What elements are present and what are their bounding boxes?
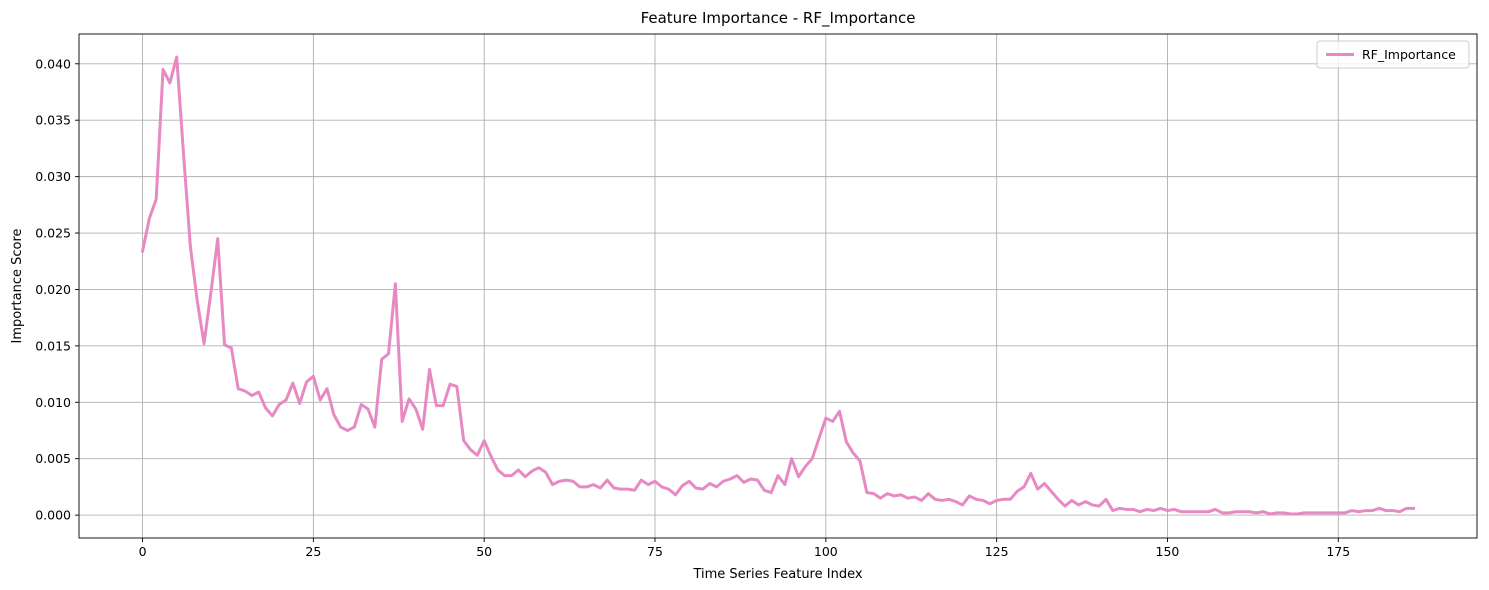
- x-tick-label: 25: [305, 544, 321, 559]
- legend-label: RF_Importance: [1362, 47, 1456, 62]
- chart-title: Feature Importance - RF_Importance: [641, 9, 916, 28]
- y-tick-label: 0.000: [35, 508, 71, 523]
- y-axis-label: Importance Score: [10, 228, 25, 343]
- legend-box: [1316, 40, 1470, 69]
- y-tick-label: 0.010: [35, 395, 71, 410]
- y-tick-label: 0.005: [35, 451, 71, 466]
- plot-frame: [78, 33, 1478, 539]
- y-tick-label: 0.040: [35, 56, 71, 71]
- x-axis-label: Time Series Feature Index: [692, 567, 862, 582]
- x-tick-label: 75: [647, 544, 663, 559]
- x-tick-label: 150: [1156, 544, 1180, 559]
- x-tick-label: 0: [139, 544, 147, 559]
- y-tick-label: 0.035: [35, 113, 71, 128]
- x-tick-label: 50: [476, 544, 492, 559]
- series-layer: [140, 55, 1415, 516]
- y-tick-label: 0.025: [35, 226, 71, 241]
- y-tick-label: 0.020: [35, 282, 71, 297]
- series-line-rf-importance: [140, 55, 1415, 516]
- y-axis-ticks: 0.000 0.005 0.010 0.015 0.020 0.025 0.030 0.035…: [35, 56, 79, 523]
- y-tick-label: 0.030: [35, 169, 71, 184]
- x-axis-ticks: 0 25 50 75 100 125 150 175: [139, 538, 1350, 559]
- y-tick-label: 0.015: [35, 338, 71, 353]
- x-tick-label: 175: [1326, 544, 1350, 559]
- legend: RF_Importance: [1316, 40, 1470, 69]
- x-tick-label: 125: [985, 544, 1009, 559]
- grid-layer: [79, 34, 1477, 538]
- x-tick-label: 100: [814, 544, 838, 559]
